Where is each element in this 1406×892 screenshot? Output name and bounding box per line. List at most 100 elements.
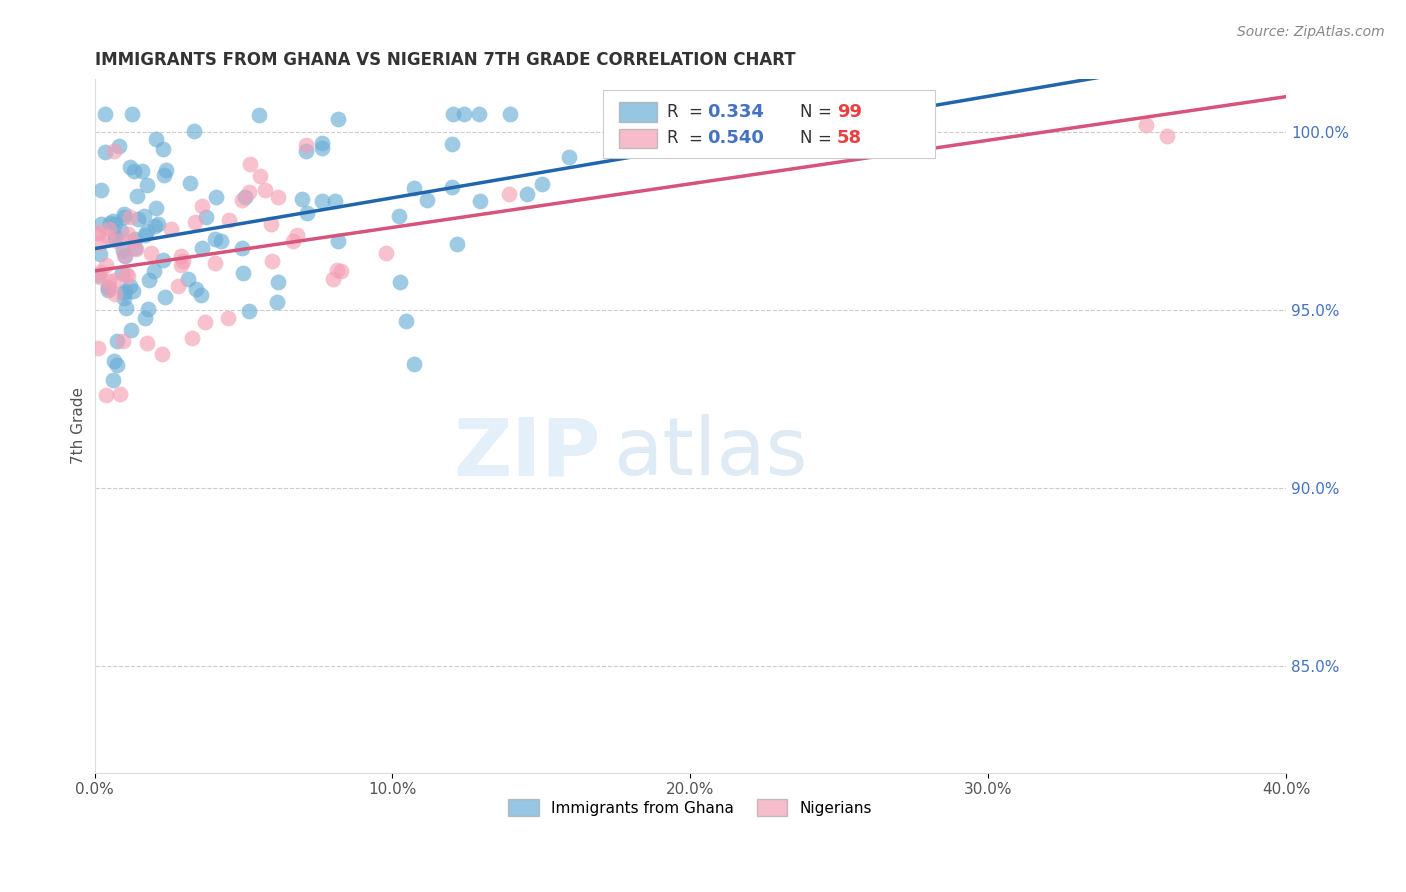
Point: [112, 207, 135, 221]
Point: [117, 268, 139, 283]
Point: [94, 388, 117, 402]
Point: [231, 241, 253, 255]
Point: [394, 314, 416, 328]
Point: [311, 136, 333, 150]
Point: [86, 342, 108, 356]
Point: [122, 164, 145, 178]
Point: [416, 193, 439, 207]
Point: [132, 209, 155, 223]
Point: [94, 259, 117, 273]
Point: [118, 160, 141, 174]
Text: N: N: [800, 103, 813, 121]
Text: ZIP: ZIP: [454, 415, 600, 492]
Point: [110, 223, 132, 237]
Point: [89, 265, 111, 279]
Point: [295, 137, 318, 152]
Point: [238, 185, 260, 199]
Point: [404, 180, 426, 194]
Point: [94, 107, 117, 121]
Point: [177, 272, 200, 286]
Point: [238, 304, 260, 318]
Point: [90, 217, 112, 231]
Point: [104, 228, 127, 243]
Point: [86, 226, 108, 240]
Point: [152, 252, 174, 267]
Text: =: =: [688, 129, 702, 147]
Point: [96, 228, 118, 243]
Point: [121, 107, 143, 121]
Point: [103, 214, 125, 228]
Point: [89, 246, 111, 260]
Point: [218, 213, 240, 227]
Point: [98, 274, 121, 288]
Point: [111, 266, 134, 280]
Point: [150, 347, 173, 361]
Point: [105, 334, 128, 349]
Point: [516, 187, 538, 202]
Point: [468, 107, 491, 121]
Point: [194, 315, 217, 329]
Point: [145, 132, 167, 146]
Point: [267, 275, 290, 289]
Point: [117, 227, 139, 242]
Point: [104, 231, 127, 245]
Point: [114, 284, 136, 298]
Point: [104, 218, 127, 232]
Point: [295, 144, 318, 158]
Point: [184, 283, 207, 297]
Point: [291, 193, 314, 207]
Text: 99: 99: [837, 103, 862, 121]
FancyBboxPatch shape: [603, 90, 935, 159]
Point: [108, 386, 131, 401]
Point: [134, 310, 156, 325]
Point: [153, 290, 176, 304]
Point: [145, 201, 167, 215]
Point: [97, 280, 120, 294]
Point: [183, 124, 205, 138]
Point: [440, 137, 463, 152]
Point: [235, 190, 257, 204]
Legend: Immigrants from Ghana, Nigerians: Immigrants from Ghana, Nigerians: [501, 791, 880, 824]
FancyBboxPatch shape: [619, 128, 657, 148]
Point: [94, 145, 117, 160]
Point: [97, 283, 120, 297]
Text: =: =: [688, 103, 702, 121]
Point: [134, 227, 156, 242]
Point: [136, 224, 159, 238]
Point: [125, 189, 148, 203]
Point: [247, 108, 270, 122]
Point: [387, 209, 409, 223]
Point: [326, 234, 349, 248]
Point: [323, 194, 346, 208]
Point: [115, 267, 138, 281]
Point: [105, 358, 128, 372]
Point: [136, 336, 159, 351]
Point: [136, 178, 159, 192]
Point: [191, 199, 214, 213]
Point: [204, 256, 226, 270]
Point: [468, 194, 491, 208]
Point: [558, 150, 581, 164]
Point: [172, 254, 194, 268]
Point: [86, 227, 108, 241]
Point: [232, 267, 254, 281]
Point: [169, 258, 191, 272]
Text: 0.334: 0.334: [707, 103, 763, 121]
Point: [209, 234, 232, 248]
Point: [111, 334, 134, 348]
Point: [103, 354, 125, 368]
Point: [267, 190, 290, 204]
Text: Source: ZipAtlas.com: Source: ZipAtlas.com: [1237, 25, 1385, 39]
Point: [98, 221, 121, 235]
Text: IMMIGRANTS FROM GHANA VS NIGERIAN 7TH GRADE CORRELATION CHART: IMMIGRANTS FROM GHANA VS NIGERIAN 7TH GR…: [94, 51, 796, 69]
Text: atlas: atlas: [613, 415, 807, 492]
Point: [239, 157, 262, 171]
Point: [325, 263, 347, 277]
Text: 58: 58: [837, 129, 862, 147]
Point: [254, 183, 277, 197]
Point: [124, 241, 146, 255]
Point: [281, 234, 304, 248]
Point: [121, 284, 143, 298]
Point: [101, 373, 124, 387]
Point: [440, 179, 463, 194]
